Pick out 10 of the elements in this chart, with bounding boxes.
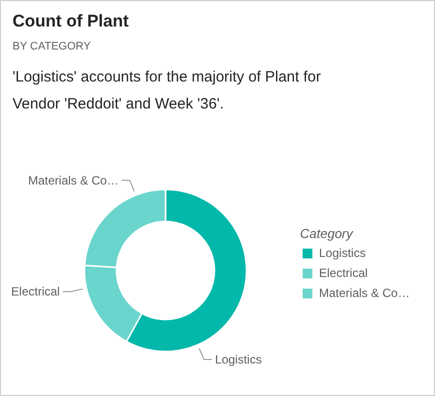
legend-label: Electrical [319, 266, 368, 280]
slice-label: Materials & Co… [28, 173, 119, 188]
chart-title: Count of Plant [12, 12, 129, 30]
legend-label: Materials & Co… [319, 286, 410, 300]
text: 'Logistics' accounts for the majority of Plant for Vendor 'Reddoit' and Week '36'. [12, 68, 321, 112]
slice-label: Logistics [215, 352, 262, 367]
chart-subtitle: BY CATEGORY [12, 40, 92, 52]
legend-label: Logistics [319, 246, 366, 260]
slice-label: Electrical [11, 284, 60, 299]
legend-title: Category [300, 226, 354, 241]
